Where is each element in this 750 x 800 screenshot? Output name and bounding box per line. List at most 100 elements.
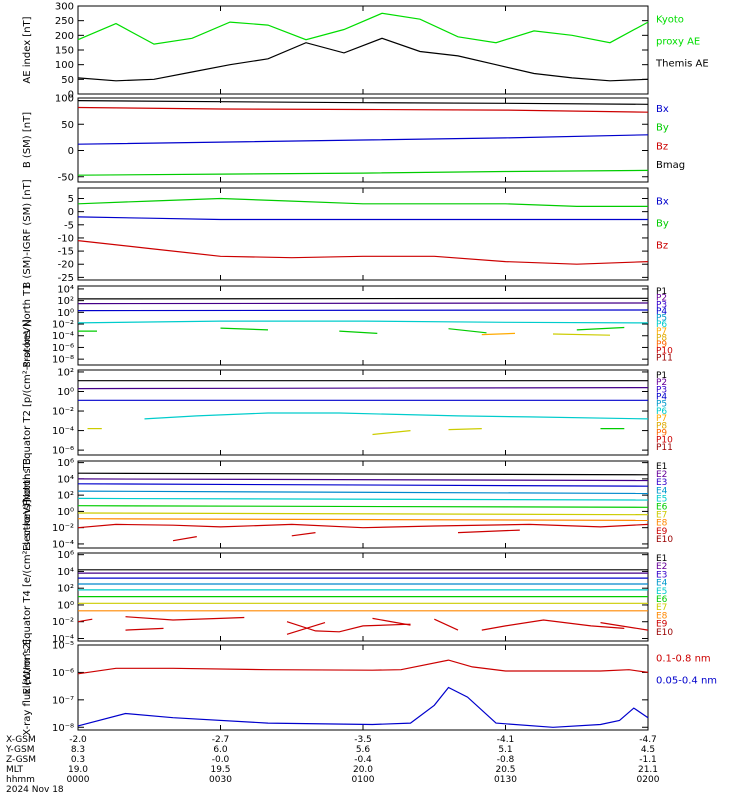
y-tick-label: 10⁻⁶ (52, 668, 74, 679)
y-tick-label: 10⁻⁵ (52, 641, 74, 652)
y-tick-label: 10⁻⁴ (52, 331, 74, 342)
y-tick-label: 10⁻² (52, 523, 74, 534)
legend-label: P4 (656, 307, 667, 317)
series-line-bz (77, 169, 649, 176)
y-tick-label: 250 (55, 16, 74, 27)
y-tick-label: 10² (57, 367, 74, 378)
legend-label: P4 (656, 393, 667, 403)
y-tick-label: 10⁻⁸ (52, 723, 74, 734)
series-line-0-05-0-4-nm (77, 686, 649, 728)
series-line-p1 (77, 297, 649, 300)
panel-ae: 0 50 100 150 200 250 300 AE index [nT] Kyoto prox… (22, 2, 709, 101)
series-line-e9 (172, 536, 197, 542)
y-tick-label: 10⁻² (52, 407, 74, 418)
y-tick-label: 300 (55, 2, 74, 13)
legend-label: E5 (656, 587, 667, 597)
panel-frame (77, 187, 649, 281)
legend-label: P9 (656, 340, 667, 350)
series-line-bmag (77, 100, 649, 105)
y-tick-label: 10⁰ (57, 507, 74, 518)
series-line-p9 (481, 332, 516, 336)
ephemeris-row-label: Y-GSM (5, 745, 34, 755)
legend-label: 0.05-0.4 nm (656, 676, 717, 687)
y-tick-label: 10⁴ (57, 284, 74, 295)
y-tick-label: 10⁶ (57, 550, 74, 561)
legend-label: P11 (656, 353, 673, 363)
legend-label: P1 (656, 371, 667, 381)
legend-label: E4 (656, 579, 668, 589)
series-line-e2 (77, 478, 649, 482)
ephemeris-value: 19.5 (210, 765, 230, 775)
series-line-p7 (339, 330, 378, 334)
y-axis-label: Protons North T1 (22, 283, 33, 367)
legend-label: By (656, 219, 669, 230)
ephemeris-value: -0.0 (212, 755, 230, 765)
ephemeris-row-label: MLT (6, 765, 24, 775)
y-tick-label: 10⁻⁴ (52, 634, 74, 645)
y-tick-label: -15 (58, 247, 74, 258)
y-tick-label: -10 (58, 233, 74, 244)
legend-label: Bmag (656, 160, 685, 171)
y-tick-label: -5 (64, 220, 74, 231)
series-line-e1 (77, 472, 649, 476)
y-tick-label: -50 (58, 172, 74, 183)
legend-label: E6 (656, 595, 668, 605)
ephemeris-value: -4.1 (497, 735, 515, 745)
legend-label: E8 (656, 519, 668, 529)
legend-label: 0.1-0.8 nm (656, 654, 711, 665)
y-tick-label: 10² (57, 491, 74, 502)
panel-frame (77, 5, 649, 95)
series-line-e9 (457, 529, 520, 534)
legend-label: E2 (656, 562, 667, 572)
legend-label: E7 (656, 603, 667, 613)
series-line-e7 (77, 512, 649, 516)
ephemeris-value: -3.5 (354, 735, 372, 745)
series-line-e9 (286, 621, 411, 633)
panel-bsm: -50 0 50 100 B (SM) [nT] Bx By Bz Bmag (22, 94, 685, 184)
series-line-p3 (77, 302, 649, 305)
legend-label: Themis AE (655, 59, 709, 70)
series-line-bx (77, 106, 649, 113)
series-line-e9 (77, 523, 649, 529)
series-line-e6 (77, 505, 649, 508)
series-line-p10 (552, 333, 611, 336)
legend-label: E9 (656, 620, 668, 630)
legend-label: P6 (656, 407, 667, 417)
legend-label: P10 (656, 436, 673, 446)
series-line-p3 (77, 387, 649, 390)
legend-label: P8 (656, 421, 667, 431)
legend-label: E9 (656, 527, 668, 537)
legend-label: P3 (656, 300, 667, 310)
ephemeris-value: 5.6 (356, 745, 371, 755)
y-tick-label: 10⁰ (57, 387, 74, 398)
y-tick-label: 10⁴ (57, 567, 74, 578)
ephemeris-value: -2.7 (212, 735, 230, 745)
series-line-p7 (576, 326, 625, 331)
series-line-p8 (448, 428, 482, 431)
y-tick-label: 10⁻⁴ (52, 539, 74, 550)
series-line-0-1-0-8-nm (77, 659, 649, 675)
series-line-e5 (77, 497, 649, 501)
y-tick-label: 10⁻⁸ (52, 355, 74, 366)
legend-label: Bz (656, 241, 668, 252)
series-line-e9 (77, 618, 93, 623)
y-tick-label: 10⁻⁷ (52, 695, 74, 706)
legend-label: Bz (656, 141, 668, 152)
ephemeris-value: 8.3 (71, 745, 85, 755)
ephemeris-row-label: Z-GSM (6, 755, 36, 765)
y-axis-label: X-ray flux [W/m^2] (22, 639, 33, 736)
y-tick-label: 10⁻⁴ (52, 426, 74, 437)
ephemeris-value: 0200 (637, 775, 660, 785)
y-tick-label: 150 (55, 46, 74, 57)
y-tick-label: 100 (55, 60, 74, 71)
y-axis-label: B (SM) [nT] (22, 112, 33, 168)
legend-label: P6 (656, 320, 667, 330)
y-tick-label: 10⁰ (57, 308, 74, 319)
y-axis-label: Electrons North T3 (22, 458, 33, 551)
legend-label: P2 (656, 294, 667, 304)
ephemeris-value: -4.7 (639, 735, 657, 745)
ephemeris-value: 20.5 (495, 765, 515, 775)
legend-label: E10 (656, 535, 673, 545)
